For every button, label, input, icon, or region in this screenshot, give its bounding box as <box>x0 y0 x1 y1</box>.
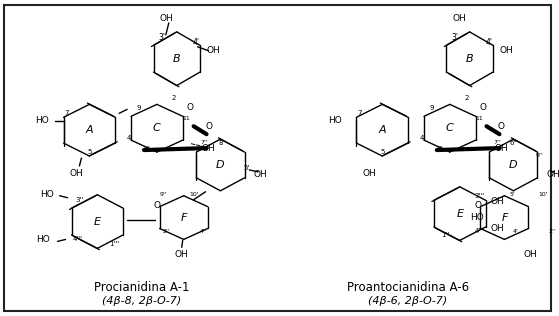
Text: 4': 4' <box>486 38 493 47</box>
Text: 7'': 7'' <box>494 140 501 145</box>
Text: 5: 5 <box>380 149 385 155</box>
Text: OH: OH <box>500 46 513 55</box>
Text: 11: 11 <box>476 116 484 121</box>
Text: 1'': 1'' <box>440 233 449 239</box>
Text: OH: OH <box>207 46 220 55</box>
Text: HO: HO <box>328 116 342 125</box>
Text: OH: OH <box>453 15 467 23</box>
Text: E: E <box>94 216 101 227</box>
Text: D: D <box>509 160 518 170</box>
Text: C: C <box>446 123 454 133</box>
Text: Procianidina A-1: Procianidina A-1 <box>94 281 190 294</box>
Text: F: F <box>501 213 508 222</box>
Text: 3': 3' <box>158 33 165 42</box>
Text: OH: OH <box>175 250 188 259</box>
Text: O: O <box>474 201 481 210</box>
Text: OH: OH <box>523 250 537 259</box>
Text: Proantocianidina A-6: Proantocianidina A-6 <box>347 281 469 294</box>
Text: 2'': 2'' <box>548 229 556 234</box>
Text: 8: 8 <box>218 140 222 146</box>
Text: 7: 7 <box>357 110 362 116</box>
Text: 4: 4 <box>420 135 424 141</box>
Text: 11: 11 <box>183 116 191 121</box>
Text: 9'': 9'' <box>536 153 543 157</box>
Text: 5': 5' <box>509 192 515 197</box>
Text: 3''': 3''' <box>475 193 485 199</box>
Text: 5': 5' <box>243 165 249 171</box>
Text: 3'': 3'' <box>75 197 83 203</box>
Text: E: E <box>456 209 463 219</box>
Text: HO: HO <box>35 116 49 125</box>
Text: B: B <box>173 54 181 64</box>
Text: 9'': 9'' <box>160 192 168 197</box>
Text: 4''': 4''' <box>475 228 485 234</box>
Text: 1''': 1''' <box>109 241 119 247</box>
Text: O: O <box>186 103 193 112</box>
Text: O: O <box>479 103 486 112</box>
Text: F: F <box>181 213 187 222</box>
Text: 10': 10' <box>538 192 548 197</box>
Text: O: O <box>153 201 160 210</box>
Text: OH: OH <box>69 169 83 179</box>
Text: 9: 9 <box>430 105 434 111</box>
Text: A: A <box>86 125 93 135</box>
Text: D: D <box>216 160 225 170</box>
Text: 10: 10 <box>142 146 150 150</box>
Text: 5: 5 <box>87 149 92 155</box>
Text: 2: 2 <box>172 95 176 101</box>
Text: HO: HO <box>36 235 50 244</box>
Text: OH: OH <box>491 224 504 233</box>
Text: 4': 4' <box>193 38 200 47</box>
Text: (4β-6, 2β-O-7): (4β-6, 2β-O-7) <box>368 296 448 306</box>
Text: 6": 6" <box>510 140 517 146</box>
Text: OH: OH <box>546 170 559 179</box>
Text: OH: OH <box>495 143 508 153</box>
Text: OH: OH <box>202 143 215 153</box>
Text: 2'': 2'' <box>163 229 170 234</box>
Text: 4''': 4''' <box>73 236 82 242</box>
Text: 10: 10 <box>435 146 443 150</box>
Text: OH: OH <box>253 170 267 179</box>
Text: OH: OH <box>160 15 174 23</box>
Text: 3': 3' <box>451 33 458 42</box>
Text: 7'': 7'' <box>201 140 209 145</box>
Text: 4'': 4'' <box>200 229 207 234</box>
Text: 7: 7 <box>64 110 69 116</box>
Text: HO: HO <box>40 190 54 199</box>
Text: C: C <box>153 123 161 133</box>
Text: 9: 9 <box>137 105 141 111</box>
Text: OH: OH <box>362 169 376 179</box>
Text: 10': 10' <box>190 192 200 197</box>
Text: 4: 4 <box>127 135 131 141</box>
Text: O: O <box>205 122 212 131</box>
Text: OH: OH <box>491 197 504 206</box>
Text: A: A <box>378 125 386 135</box>
Text: (4β-8, 2β-O-7): (4β-8, 2β-O-7) <box>102 296 181 306</box>
Text: 2: 2 <box>465 95 469 101</box>
Text: HO: HO <box>470 213 484 222</box>
Text: 4': 4' <box>513 229 518 234</box>
Text: O: O <box>498 122 505 131</box>
Text: B: B <box>466 54 473 64</box>
